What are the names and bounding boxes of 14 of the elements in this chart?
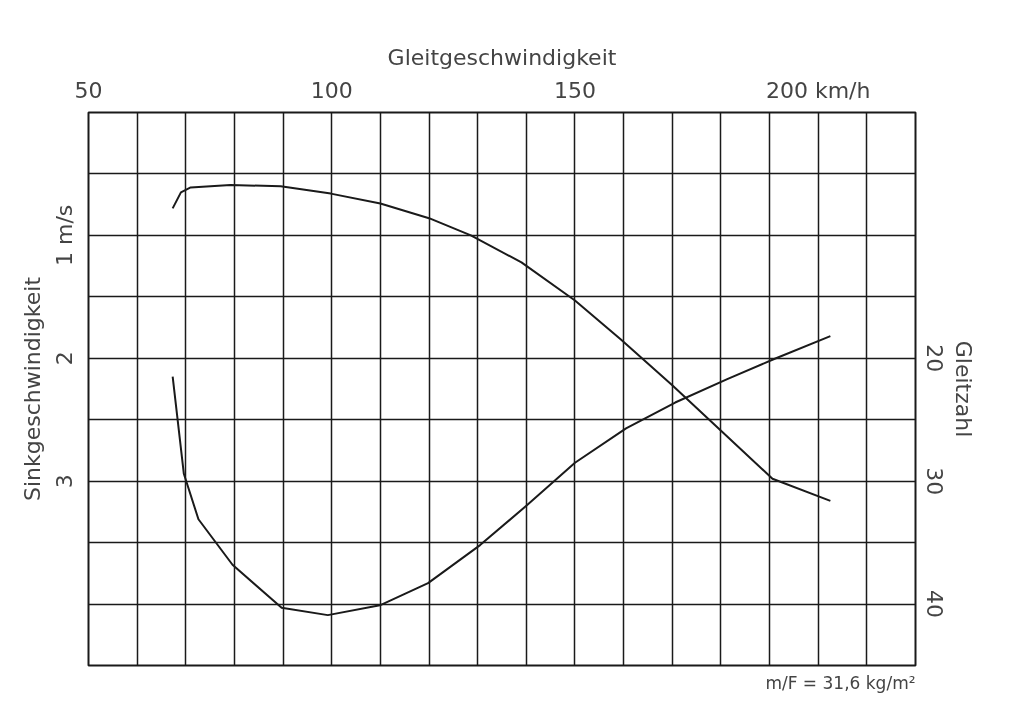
text: m/F = 31,6 kg/m² (765, 672, 916, 693)
y2-tick-label: 30 (921, 467, 947, 496)
x-tick-label: 200 km/h (765, 77, 871, 103)
y-axis-title: Sinkgeschwindigkeit (19, 276, 45, 502)
y-tick-label: 3 (52, 474, 78, 489)
y2-tick-label: 40 (921, 590, 947, 619)
y-tick-label: 2 (52, 351, 78, 366)
y2-axis-title: Gleitzahl (950, 340, 976, 438)
x-tick-label: 150 (553, 77, 596, 103)
x-axis-title: Gleitgeschwindigkeit (387, 44, 617, 70)
y-tick-label: 1 m/s (52, 204, 78, 267)
x-tick-label: 100 (310, 77, 353, 103)
y2-tick-label: 20 (921, 344, 947, 373)
x-tick-label: 50 (74, 77, 103, 103)
